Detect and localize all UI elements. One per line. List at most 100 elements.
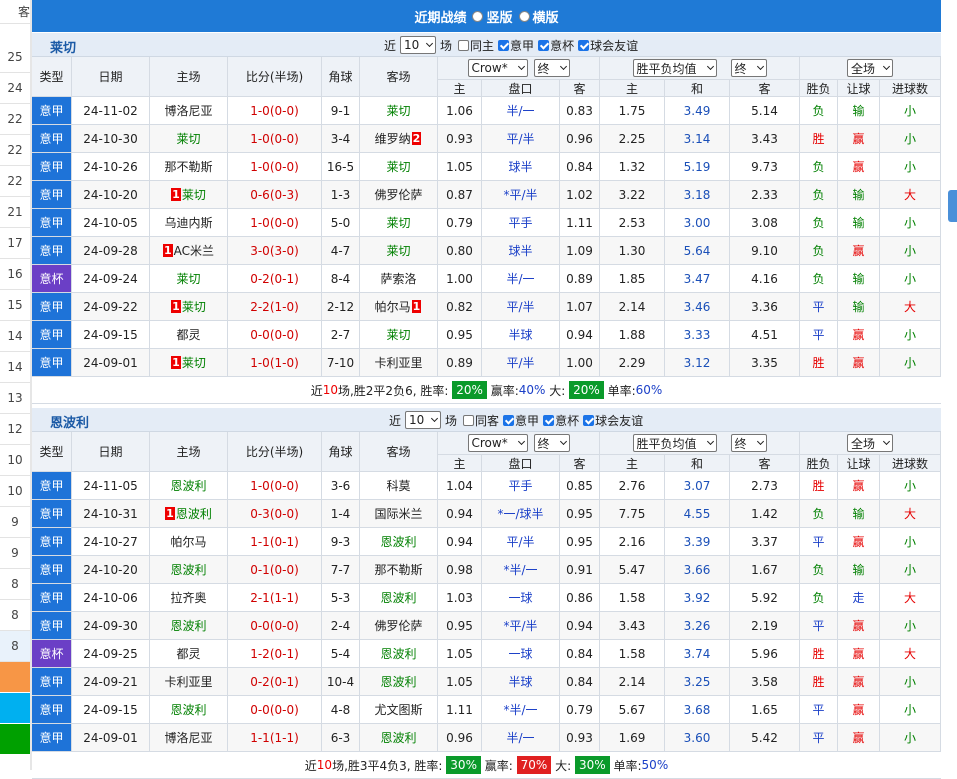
o-cell: 0.98 [438, 556, 482, 584]
e-cell: 2.76 [600, 472, 665, 500]
sub-header: 主 [438, 80, 482, 97]
o-cell: 0.94 [438, 528, 482, 556]
radio[interactable] [518, 10, 530, 22]
ou-cell: 大 [880, 584, 941, 612]
spread-cell: 赢 [838, 724, 880, 752]
dropdown[interactable]: Crow* [467, 59, 528, 77]
spread-cell: 输 [838, 556, 880, 584]
date-cell: 24-09-30 [72, 612, 150, 640]
ou-cell: 小 [880, 153, 941, 181]
dropdown[interactable]: 胜平负均值 [632, 434, 717, 452]
column-header: 比分(半场) [228, 432, 322, 472]
team-label: 卡利亚里 [374, 356, 423, 370]
e-cell: 2.29 [600, 349, 665, 377]
handicap-cell: 一球 [482, 584, 560, 612]
strip-cell: 21 [0, 197, 30, 228]
checkbox-label[interactable]: 意甲 [515, 413, 540, 428]
ou-cell: 小 [880, 556, 941, 584]
radio-label[interactable]: 横版 [532, 10, 559, 26]
count-select[interactable]: 10 [405, 411, 442, 429]
checkbox[interactable] [498, 39, 510, 51]
away-team: 帕尔马 1 [360, 293, 438, 321]
ou-cell: 小 [880, 668, 941, 696]
checkbox-label[interactable]: 球会友谊 [595, 413, 644, 428]
dropdown[interactable]: 胜平负均值 [632, 59, 717, 77]
checkbox[interactable] [458, 39, 470, 51]
red-card: 1 [171, 300, 181, 313]
radio[interactable] [472, 10, 484, 22]
team-label: 佛罗伦萨 [374, 188, 423, 202]
team-label: 乌迪内斯 [164, 216, 213, 230]
result-cell: 负 [800, 181, 838, 209]
team-label: 莱切 [181, 188, 206, 202]
corners-cell: 9-3 [322, 528, 360, 556]
o-cell: 1.02 [560, 181, 600, 209]
e-cell: 5.96 [730, 640, 800, 668]
e-cell: 3.92 [665, 584, 730, 612]
count-select[interactable]: 10 [400, 36, 437, 54]
sub-header: 客 [730, 80, 800, 97]
checkbox[interactable] [543, 414, 555, 426]
strip-cell: 8 [0, 631, 30, 662]
o-cell: 0.85 [560, 472, 600, 500]
result-cell: 负 [800, 556, 838, 584]
spread-cell: 赢 [838, 125, 880, 153]
date-cell: 24-11-02 [72, 97, 150, 125]
dropdown[interactable]: 全场 [847, 434, 893, 452]
e-cell: 2.25 [600, 125, 665, 153]
dropdown[interactable]: Crow* [467, 434, 528, 452]
handicap-cell: 平手 [482, 209, 560, 237]
e-cell: 1.75 [600, 97, 665, 125]
score-cell: 1-1(0-1) [228, 528, 322, 556]
red-card: 1 [411, 300, 422, 313]
summary: 近 10 场,胜2平2负6, 胜率: 20% 赢率: 40% 大: 20% 单率: 60… [32, 377, 941, 404]
result-cell: 平 [800, 696, 838, 724]
home-team: 1 恩波利 [150, 500, 228, 528]
sub-header: 主 [600, 80, 665, 97]
match-type: 意甲 [32, 237, 72, 265]
checkbox-label[interactable]: 意杯 [555, 413, 580, 428]
corners-cell: 3-6 [322, 472, 360, 500]
score-cell: 1-0(0-0) [228, 209, 322, 237]
dropdown[interactable]: 终 [533, 59, 570, 77]
checkbox[interactable] [463, 414, 475, 426]
dropdown[interactable]: 终 [533, 434, 570, 452]
e-cell: 3.33 [665, 321, 730, 349]
scroll-handle[interactable] [948, 190, 957, 222]
e-cell: 5.19 [665, 153, 730, 181]
handicap-cell: 半球 [482, 321, 560, 349]
checkbox[interactable] [578, 39, 590, 51]
o-cell: 0.95 [438, 321, 482, 349]
match-type: 意甲 [32, 500, 72, 528]
checkbox[interactable] [503, 414, 515, 426]
match-type: 意甲 [32, 612, 72, 640]
dropdown[interactable]: 终 [730, 434, 767, 452]
date-cell: 24-10-20 [72, 556, 150, 584]
checkbox-label[interactable]: 球会友谊 [590, 38, 639, 53]
e-cell: 3.00 [665, 209, 730, 237]
checkbox-label[interactable]: 意杯 [550, 38, 575, 53]
result-cell: 负 [800, 153, 838, 181]
strip-cell: 16 [0, 259, 30, 290]
o-cell: 0.94 [560, 612, 600, 640]
result-cell: 平 [800, 293, 838, 321]
checkbox[interactable] [538, 39, 550, 51]
filter-label: 近 [389, 413, 402, 428]
e-cell: 1.58 [600, 584, 665, 612]
strip-cell: 9 [0, 538, 30, 569]
radio-label[interactable]: 竖版 [486, 10, 513, 26]
checkbox-label[interactable]: 意甲 [510, 38, 535, 53]
handicap-cell: 半/一 [482, 265, 560, 293]
o-cell: 1.07 [560, 293, 600, 321]
dropdown[interactable]: 终 [730, 59, 767, 77]
e-cell: 3.39 [665, 528, 730, 556]
checkbox-label[interactable]: 同客 [475, 413, 500, 428]
red-card: 1 [171, 188, 181, 201]
checkbox-label[interactable]: 同主 [470, 38, 495, 53]
dropdown[interactable]: 全场 [847, 59, 893, 77]
column-header: 类型 [32, 57, 72, 97]
summary-part: 近 [304, 758, 317, 773]
checkbox[interactable] [583, 414, 595, 426]
o-cell: 0.93 [438, 125, 482, 153]
handicap-cell: 球半 [482, 153, 560, 181]
